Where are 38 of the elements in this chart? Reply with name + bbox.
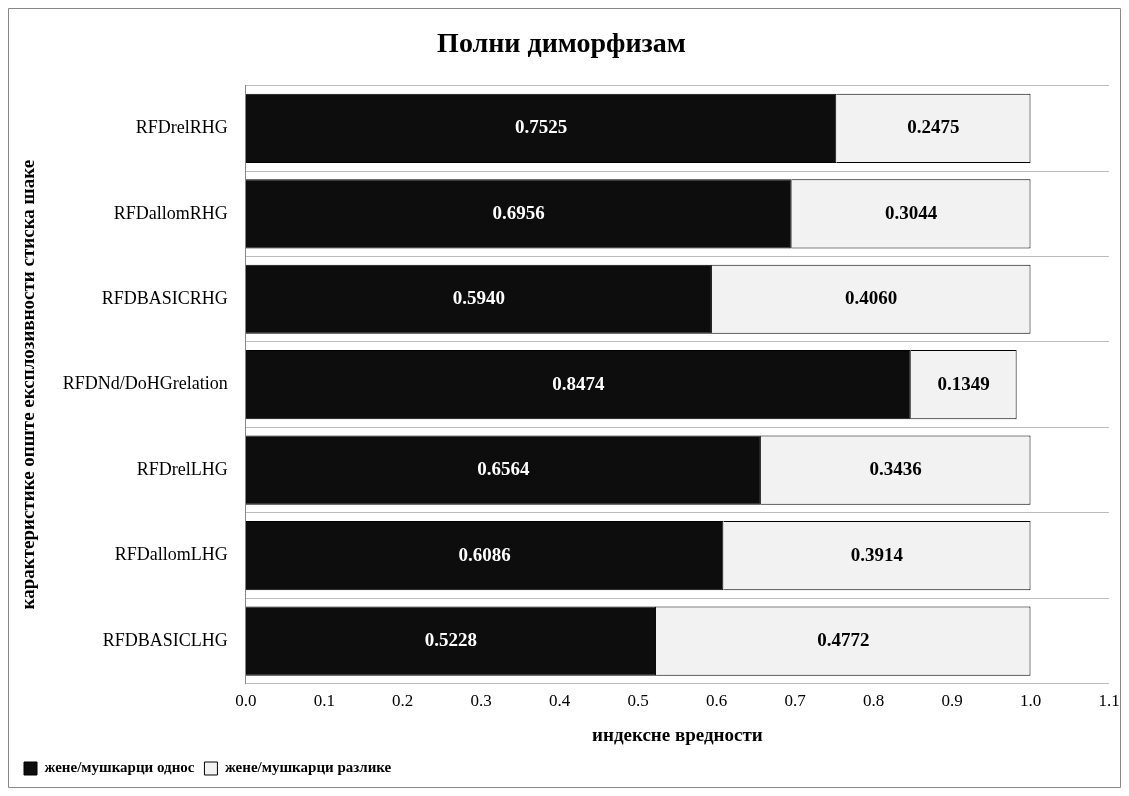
x-tick-label: 0.6 xyxy=(706,691,728,711)
y-tick-label: RFDNd/DoHGrelation xyxy=(62,373,228,394)
x-tick-label: 0.0 xyxy=(235,691,257,711)
y-tick-label: RFDBASICRHG xyxy=(101,287,228,308)
data-label: 0.4772 xyxy=(817,628,870,650)
y-axis-title: карактеристике опште експлозивности стиска шаке xyxy=(17,159,39,610)
y-tick-label: RFDBASICLHG xyxy=(102,629,228,650)
y-tick-label: RFDrelLHG xyxy=(136,458,228,479)
x-tick-label: 1.1 xyxy=(1098,691,1120,711)
x-tick-label: 0.1 xyxy=(313,691,335,711)
data-label: 0.6086 xyxy=(458,543,511,565)
data-label: 0.6564 xyxy=(477,458,530,480)
legend-label: жене/мушкарци однос xyxy=(44,759,195,776)
x-tick-label: 0.3 xyxy=(470,691,492,711)
data-label: 0.5940 xyxy=(452,287,505,309)
x-tick-label: 1.0 xyxy=(1019,691,1042,711)
data-label: 0.3044 xyxy=(884,201,938,223)
y-tick-label: RFDallomLHG xyxy=(114,544,228,565)
x-tick-label: 0.4 xyxy=(549,691,571,711)
data-label: 0.2475 xyxy=(907,116,960,138)
x-tick-label: 0.2 xyxy=(392,691,414,711)
data-label: 0.1349 xyxy=(937,372,990,394)
data-label: 0.3914 xyxy=(850,543,904,565)
y-tick-label: RFDallomRHG xyxy=(113,202,228,223)
chart-title: Полни диморфизам xyxy=(437,27,686,59)
data-label: 0.4060 xyxy=(845,287,898,309)
data-label: 0.6956 xyxy=(492,201,545,223)
x-tick-label: 0.5 xyxy=(627,691,649,711)
x-tick-label: 0.9 xyxy=(941,691,963,711)
x-tick-label: 0.8 xyxy=(862,691,885,711)
y-tick-label: RFDrelRHG xyxy=(135,117,228,138)
data-label: 0.7525 xyxy=(514,116,568,138)
data-label: 0.3436 xyxy=(869,458,922,480)
x-tick-label: 0.7 xyxy=(784,691,807,711)
legend-label: жене/мушкарци разлике xyxy=(224,759,392,776)
data-label: 0.8474 xyxy=(552,372,605,394)
x-axis-title: индексне вредности xyxy=(592,723,763,745)
data-label: 0.5228 xyxy=(424,628,478,650)
